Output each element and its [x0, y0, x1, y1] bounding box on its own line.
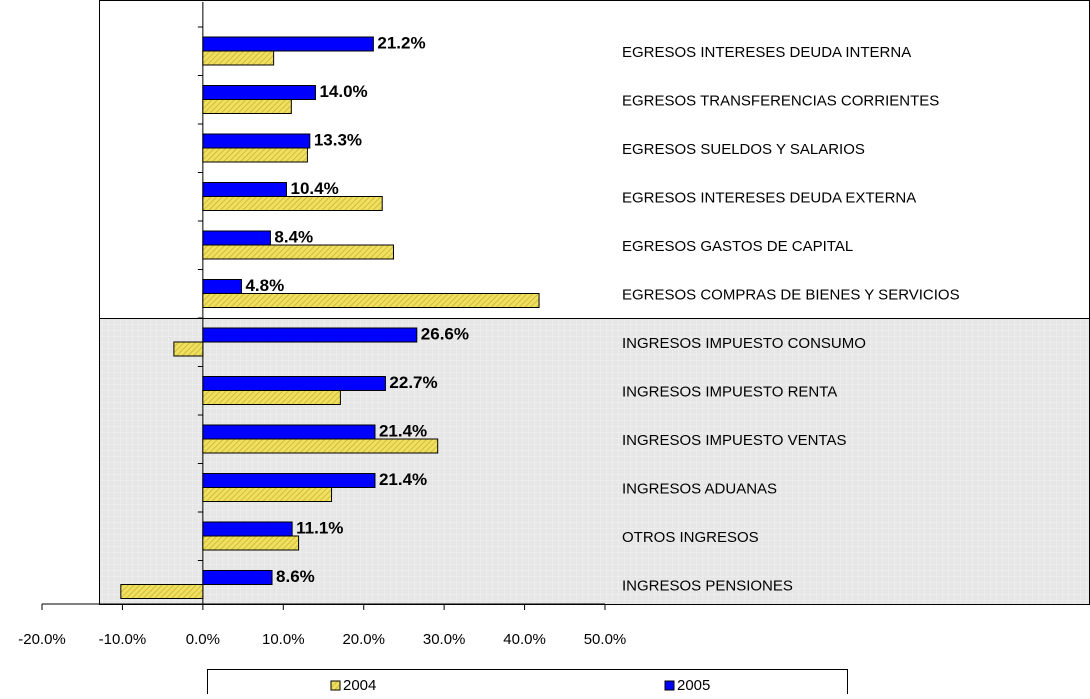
bar [202, 99, 292, 114]
legend-swatch [330, 680, 341, 691]
bar [202, 133, 311, 149]
bar [202, 487, 333, 502]
x-tick-label: 10.0% [262, 631, 305, 648]
value-label: 21.2% [377, 33, 425, 52]
bar [202, 244, 394, 260]
bar [202, 182, 288, 197]
x-tick-label: -20.0% [18, 631, 66, 648]
legend-label: 2005 [677, 677, 710, 694]
bar [202, 521, 293, 537]
value-label: 4.8% [245, 276, 284, 295]
category-label: INGRESOS IMPUESTO VENTAS [622, 432, 847, 449]
legend-box [207, 669, 848, 699]
bar [202, 424, 376, 440]
category-label: EGRESOS GASTOS DE CAPITAL [622, 238, 853, 255]
income-panel [99, 318, 1090, 605]
category-label: OTROS INGRESOS [622, 529, 759, 546]
category-label: INGRESOS IMPUESTO CONSUMO [622, 335, 866, 352]
legend-label: 2004 [343, 677, 376, 694]
category-label: EGRESOS COMPRAS DE BIENES Y SERVICIOS [622, 286, 960, 303]
legend-swatch [664, 680, 675, 691]
bar [202, 473, 376, 488]
bar [202, 293, 540, 308]
category-label: EGRESOS TRANSFERENCIAS CORRIENTES [622, 92, 939, 109]
bar [202, 390, 341, 405]
value-label: 8.4% [274, 227, 313, 246]
value-label: 22.7% [389, 373, 437, 392]
x-tick-label: 20.0% [342, 631, 385, 648]
x-tick-label: -10.0% [99, 631, 147, 648]
category-label: INGRESOS IMPUESTO RENTA [622, 383, 837, 400]
bar [202, 85, 316, 100]
bar [202, 376, 386, 391]
value-label: 8.6% [276, 567, 315, 586]
value-label: 21.4% [379, 421, 427, 440]
bar [202, 327, 418, 343]
category-label: EGRESOS INTERESES DEUDA INTERNA [622, 44, 911, 61]
bar [173, 341, 204, 357]
bar [120, 584, 204, 599]
category-label: INGRESOS PENSIONES [622, 577, 793, 594]
value-label: 11.1% [296, 518, 343, 537]
bar [202, 570, 273, 585]
bar [202, 438, 439, 454]
bar [202, 50, 275, 66]
x-tick-label: 0.0% [186, 631, 220, 648]
bar [202, 230, 271, 246]
value-label: 14.0% [319, 82, 367, 101]
bar [202, 36, 374, 52]
value-label: 21.4% [379, 470, 427, 489]
x-tick-label: 30.0% [423, 631, 466, 648]
bar [202, 147, 308, 163]
value-label: 13.3% [314, 130, 362, 149]
bar [202, 196, 383, 211]
value-label: 10.4% [291, 179, 339, 198]
bar [202, 279, 242, 294]
category-label: EGRESOS INTERESES DEUDA EXTERNA [622, 189, 916, 206]
x-tick-label: 40.0% [503, 631, 546, 648]
bar [202, 535, 300, 551]
category-label: EGRESOS SUELDOS Y SALARIOS [622, 141, 865, 158]
value-label: 26.6% [421, 324, 469, 343]
category-label: INGRESOS ADUANAS [622, 480, 777, 497]
x-tick-label: 50.0% [584, 631, 627, 648]
